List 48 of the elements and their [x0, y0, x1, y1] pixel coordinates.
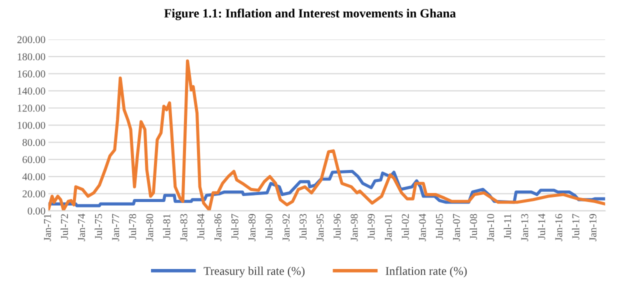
y-tick-label: 140.00	[18, 88, 46, 95]
x-tick-label: Jan-89	[248, 214, 256, 242]
x-tick-label: Jan-01	[384, 214, 392, 242]
x-tick-label: Jul-84	[197, 214, 204, 240]
x-tick-label: Jul-75	[94, 214, 102, 240]
x-tick-label: Jan-80	[146, 214, 154, 242]
x-tick-label: Jan-71	[44, 214, 51, 242]
y-tick-label: 0.00	[28, 208, 46, 215]
x-tick-label: Jul-17	[572, 214, 580, 240]
x-tick-label: Jul-11	[504, 214, 512, 240]
x-tick-label: Jan-16	[555, 214, 562, 242]
x-tick-label: Jul-05	[436, 214, 443, 240]
x-tick-label: Jul-14	[538, 214, 546, 240]
x-tick-label: Jul-99	[367, 214, 375, 240]
x-tick-label: Jan-98	[350, 214, 358, 242]
x-tick-label: Jul-90	[265, 214, 272, 240]
y-tick-label: 100.00	[18, 122, 46, 129]
x-tick-label: Jul-02	[402, 214, 409, 240]
x-tick-label: Jul-81	[162, 214, 170, 240]
x-tick-label: Jan-19	[589, 214, 596, 242]
y-tick-label: 180.00	[18, 53, 46, 60]
x-tick-label: Jul-08	[470, 214, 478, 240]
x-tick-label: Jan-07	[452, 214, 460, 242]
y-tick-label: 40.00	[22, 173, 46, 180]
x-tick-label: Jul-87	[231, 214, 238, 240]
x-tick-label: Jan-04	[418, 214, 426, 242]
y-tick-label: 20.00	[22, 190, 46, 198]
x-tick-label: Jan-92	[282, 214, 290, 242]
y-tick-label: 120.00	[18, 104, 46, 112]
y-tick-label: 200.00	[17, 36, 46, 44]
x-tick-label: Jul-93	[299, 214, 307, 240]
y-tick-label: 160.00	[18, 70, 46, 78]
x-tick-label: Jan-74	[78, 214, 86, 242]
y-tick-label: 80.00	[22, 138, 46, 146]
y-tick-label: 60.00	[22, 156, 46, 164]
x-tick-label: Jul-96	[333, 214, 341, 240]
chart-title: Figure 1.1: Inflation and Interest movements in Ghana	[164, 8, 456, 20]
x-tick-label: Jan-95	[316, 214, 324, 242]
x-tick-label: Jul-78	[128, 214, 136, 240]
x-tick-label: Jan-83	[180, 214, 188, 242]
legend-label: Treasury bill rate (%)	[204, 266, 305, 278]
line-series	[48, 59, 606, 211]
x-tick-label: Jan-77	[112, 214, 120, 242]
x-tick-label: Jul-72	[60, 214, 68, 240]
x-tick-label: Jan-13	[521, 214, 528, 242]
x-tick-label: Jan-86	[214, 214, 222, 242]
x-tick-label: Jan-10	[487, 214, 494, 242]
legend-label: Inflation rate (%)	[386, 266, 467, 278]
